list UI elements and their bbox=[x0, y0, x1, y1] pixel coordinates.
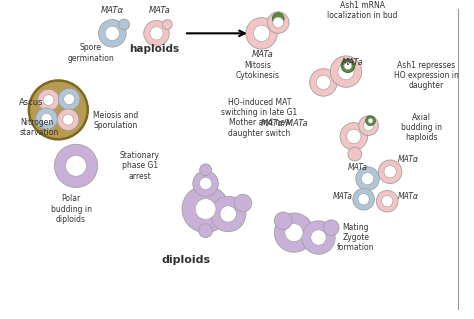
Circle shape bbox=[368, 118, 373, 123]
Circle shape bbox=[365, 116, 375, 126]
Circle shape bbox=[362, 173, 374, 185]
Circle shape bbox=[356, 167, 379, 190]
Circle shape bbox=[36, 108, 57, 130]
Text: MATa: MATa bbox=[348, 163, 368, 172]
Circle shape bbox=[220, 206, 237, 222]
Circle shape bbox=[273, 17, 283, 28]
Circle shape bbox=[274, 212, 292, 230]
Circle shape bbox=[234, 194, 252, 212]
Circle shape bbox=[376, 190, 398, 212]
Circle shape bbox=[358, 194, 369, 205]
Circle shape bbox=[57, 109, 79, 130]
Circle shape bbox=[346, 129, 361, 144]
Text: Spore
germination: Spore germination bbox=[67, 43, 114, 63]
Text: Meiosis and
Sporulation: Meiosis and Sporulation bbox=[92, 111, 138, 130]
Circle shape bbox=[285, 224, 303, 242]
Circle shape bbox=[200, 177, 212, 190]
Circle shape bbox=[58, 88, 80, 110]
Circle shape bbox=[359, 116, 378, 136]
Circle shape bbox=[330, 56, 362, 87]
Circle shape bbox=[144, 20, 169, 46]
Circle shape bbox=[323, 220, 339, 235]
Circle shape bbox=[353, 189, 374, 210]
Circle shape bbox=[340, 123, 367, 150]
Circle shape bbox=[43, 95, 54, 106]
Circle shape bbox=[338, 63, 354, 80]
Text: MATα: MATα bbox=[398, 155, 419, 165]
Circle shape bbox=[274, 213, 314, 252]
Circle shape bbox=[210, 196, 246, 232]
Text: MATa: MATa bbox=[342, 58, 364, 67]
Circle shape bbox=[193, 171, 219, 196]
Circle shape bbox=[311, 230, 326, 245]
Text: MATa: MATa bbox=[252, 50, 273, 59]
Circle shape bbox=[64, 94, 74, 105]
Circle shape bbox=[364, 121, 374, 131]
Text: haploids: haploids bbox=[129, 44, 180, 54]
Circle shape bbox=[384, 166, 396, 178]
Text: diploids: diploids bbox=[161, 255, 210, 265]
Circle shape bbox=[182, 185, 229, 233]
Text: HO-induced MAT
switching in late G1
Mother and new
daughter switch: HO-induced MAT switching in late G1 Moth… bbox=[221, 98, 298, 138]
Circle shape bbox=[41, 113, 52, 124]
Circle shape bbox=[316, 75, 330, 90]
Circle shape bbox=[118, 19, 129, 30]
Circle shape bbox=[195, 199, 216, 219]
Circle shape bbox=[105, 26, 119, 41]
Text: Ash1 represses
HO expression in
daughter: Ash1 represses HO expression in daughter bbox=[394, 61, 459, 91]
Text: Mating
Zygote
formation: Mating Zygote formation bbox=[337, 223, 374, 252]
Text: MATα: MATα bbox=[101, 6, 124, 15]
Circle shape bbox=[200, 164, 211, 176]
Circle shape bbox=[273, 13, 284, 25]
Circle shape bbox=[382, 196, 393, 207]
Text: MATa: MATa bbox=[148, 6, 170, 15]
Circle shape bbox=[344, 62, 352, 70]
Text: Stationary
phase G1
arrest: Stationary phase G1 arrest bbox=[120, 151, 160, 181]
Circle shape bbox=[63, 114, 73, 125]
Text: MATa: MATa bbox=[333, 192, 353, 201]
Circle shape bbox=[65, 155, 86, 176]
Circle shape bbox=[55, 144, 98, 188]
Circle shape bbox=[199, 224, 212, 238]
Circle shape bbox=[310, 69, 337, 96]
Circle shape bbox=[267, 12, 289, 33]
Circle shape bbox=[302, 221, 335, 254]
Circle shape bbox=[348, 147, 362, 161]
Text: Axial
budding in
haploids: Axial budding in haploids bbox=[401, 113, 442, 143]
Circle shape bbox=[38, 89, 59, 111]
Text: Nitrogen
starvation: Nitrogen starvation bbox=[20, 118, 59, 137]
Circle shape bbox=[99, 19, 126, 47]
Circle shape bbox=[378, 160, 402, 183]
Text: MATα: MATα bbox=[398, 192, 419, 201]
Circle shape bbox=[150, 27, 163, 40]
Circle shape bbox=[246, 18, 277, 49]
Circle shape bbox=[341, 59, 355, 73]
Text: Ash1 mRNA
localization in bud: Ash1 mRNA localization in bud bbox=[328, 1, 398, 20]
Text: MATα/MATa: MATα/MATa bbox=[260, 118, 308, 127]
Circle shape bbox=[163, 19, 172, 29]
Text: Polar
budding in
diploids: Polar budding in diploids bbox=[51, 194, 91, 224]
Circle shape bbox=[29, 80, 88, 139]
Circle shape bbox=[254, 25, 270, 41]
Text: Ascus: Ascus bbox=[19, 98, 44, 107]
Text: Mitosis
Cytokinesis: Mitosis Cytokinesis bbox=[236, 61, 280, 80]
